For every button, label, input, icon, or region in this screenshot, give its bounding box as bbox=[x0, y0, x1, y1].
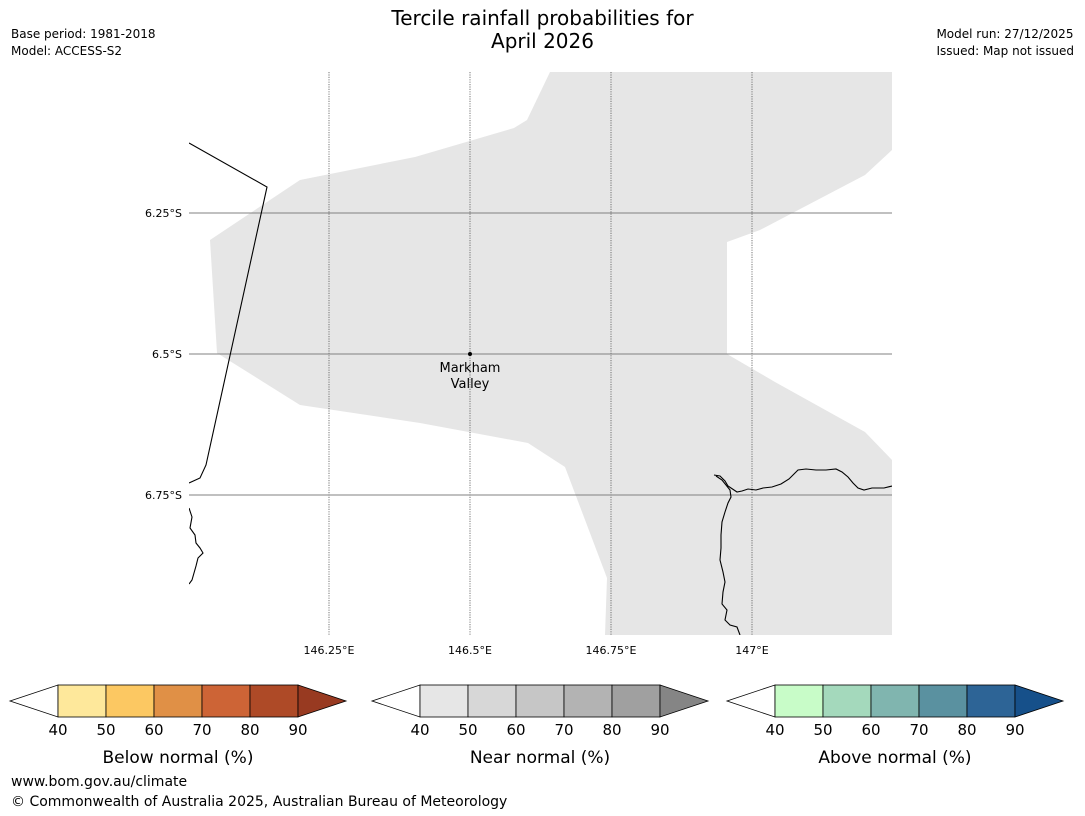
legend-extend-high bbox=[1014, 684, 1065, 718]
lon-label: 147°E bbox=[735, 644, 768, 657]
legend-color-box bbox=[57, 684, 107, 718]
legend-color-box bbox=[918, 684, 968, 718]
legend-tick-label: 40 bbox=[765, 721, 784, 739]
legend-color-box bbox=[563, 684, 613, 718]
legend-above-normal: 40 50 60 70 80 90 Above normal (%) bbox=[725, 684, 1065, 768]
legend-color-box bbox=[611, 684, 661, 718]
legend-tick-label: 60 bbox=[144, 721, 163, 739]
legend-tick-label: 60 bbox=[861, 721, 880, 739]
legend-color-box bbox=[201, 684, 251, 718]
legend-tick-label: 70 bbox=[192, 721, 211, 739]
legend-color-box bbox=[870, 684, 920, 718]
title-line-2: April 2026 bbox=[491, 29, 594, 53]
legend-tick-label: 90 bbox=[288, 721, 307, 739]
legend-label: Near normal (%) bbox=[470, 748, 610, 768]
legend-color-box bbox=[153, 684, 203, 718]
lat-label: 6.25°S bbox=[145, 207, 182, 220]
legend-tick-label: 90 bbox=[1005, 721, 1024, 739]
coast-south bbox=[715, 475, 741, 635]
legend-color-box bbox=[105, 684, 155, 718]
legend-extend-high bbox=[659, 684, 710, 718]
legend-near-normal: 40 50 60 70 80 90 Near normal (%) bbox=[370, 684, 710, 768]
footer-url[interactable]: www.bom.gov.au/climate bbox=[11, 774, 188, 790]
place-label-line-2: Valley bbox=[451, 377, 490, 392]
model-run-text: Model run: 27/12/2025 bbox=[936, 27, 1074, 41]
legend-below-normal: 40 50 60 70 80 90 Below normal (%) bbox=[8, 684, 348, 768]
latitude-labels: 6.25°S 6.5°S 6.75°S bbox=[145, 207, 182, 502]
legend-color-box bbox=[467, 684, 517, 718]
legend-tick-label: 80 bbox=[240, 721, 259, 739]
longitude-labels: 146.25°E 146.5°E 146.75°E 147°E bbox=[304, 644, 769, 657]
meta-left: Base period: 1981-2018 Model: ACCESS-S2 bbox=[11, 26, 156, 60]
footer-copyright: © Commonwealth of Australia 2025, Austra… bbox=[11, 794, 508, 810]
legend-tick-label: 80 bbox=[602, 721, 621, 739]
model-text: Model: ACCESS-S2 bbox=[11, 44, 123, 58]
markham-valley-marker bbox=[468, 352, 472, 356]
title-line-1: Tercile rainfall probabilities for bbox=[391, 6, 694, 30]
legend-tick-label: 90 bbox=[650, 721, 669, 739]
lat-label: 6.75°S bbox=[145, 489, 182, 502]
legend-tick-label: 50 bbox=[96, 721, 115, 739]
issued-text: Issued: Map not issued bbox=[936, 44, 1074, 58]
base-period-text: Base period: 1981-2018 bbox=[11, 27, 156, 41]
legend-tick-label: 80 bbox=[957, 721, 976, 739]
legend-color-box bbox=[249, 684, 299, 718]
legend-color-box bbox=[822, 684, 872, 718]
legend-color-box bbox=[774, 684, 824, 718]
lon-label: 146.75°E bbox=[586, 644, 637, 657]
border-line bbox=[189, 142, 268, 484]
legend-color-box bbox=[515, 684, 565, 718]
legend-color-box bbox=[966, 684, 1016, 718]
coast-west bbox=[189, 507, 204, 585]
lat-label: 6.5°S bbox=[152, 348, 182, 361]
place-label-line-1: Markham bbox=[440, 361, 501, 376]
legend-tick-label: 70 bbox=[909, 721, 928, 739]
legend-extend-low bbox=[725, 684, 776, 718]
legend-tick-label: 40 bbox=[48, 721, 67, 739]
meta-right: Model run: 27/12/2025 Issued: Map not is… bbox=[936, 26, 1074, 60]
lon-label: 146.5°E bbox=[448, 644, 492, 657]
map-title: Tercile rainfall probabilities for April… bbox=[0, 7, 1085, 53]
legend-tick-label: 50 bbox=[813, 721, 832, 739]
coastlines bbox=[189, 142, 892, 635]
legend-extend-low bbox=[370, 684, 421, 718]
coast-huon bbox=[713, 468, 892, 493]
legend-extend-high bbox=[297, 684, 348, 718]
legend-label: Below normal (%) bbox=[103, 748, 254, 768]
legend-tick-label: 70 bbox=[554, 721, 573, 739]
legend-color-box bbox=[419, 684, 469, 718]
map-area bbox=[189, 72, 892, 635]
legend-tick-label: 50 bbox=[458, 721, 477, 739]
lon-label: 146.25°E bbox=[304, 644, 355, 657]
legend-extend-low bbox=[8, 684, 59, 718]
legend-label: Above normal (%) bbox=[818, 748, 971, 768]
latitude-gridlines bbox=[189, 212, 892, 496]
legend-tick-label: 40 bbox=[410, 721, 429, 739]
legend-tick-label: 60 bbox=[506, 721, 525, 739]
